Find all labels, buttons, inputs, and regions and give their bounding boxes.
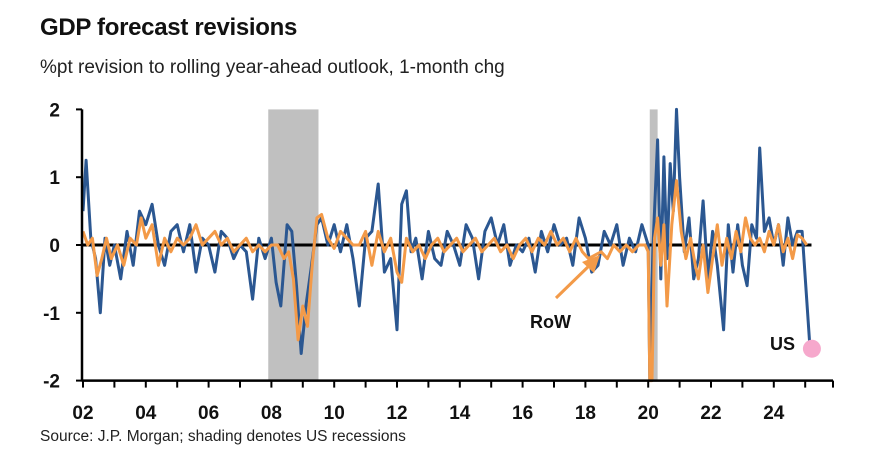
x-tick-label: 02: [72, 403, 93, 424]
y-tick-label: -1: [43, 304, 60, 325]
us-endpoint-marker: [802, 339, 821, 358]
x-tick-label: 16: [512, 403, 533, 424]
row-arrow-head: [582, 255, 600, 273]
y-tick-label: 2: [49, 100, 60, 121]
row-label: RoW: [530, 312, 571, 332]
x-tick-label: 14: [449, 403, 471, 424]
chart-title: GDP forecast revisions: [40, 14, 298, 41]
series-line-row: [81, 179, 809, 383]
x-tick-label: 18: [575, 403, 596, 424]
us-label: US: [770, 334, 795, 354]
row-arrow-shaft: [554, 261, 594, 300]
y-tick-label: 1: [49, 168, 60, 189]
y-tick-label: 0: [49, 236, 60, 257]
x-tick-label: 08: [261, 403, 282, 424]
x-tick-label: 10: [324, 403, 345, 424]
x-tick-label: 12: [386, 403, 407, 424]
x-tick-label: 24: [763, 403, 785, 424]
y-tick-label: -2: [43, 372, 60, 393]
series-line-us: [81, 107, 812, 383]
x-tick-label: 06: [198, 403, 219, 424]
chart-subtitle: %pt revision to rolling year-ahead outlo…: [40, 57, 505, 78]
x-tick-label: 20: [638, 403, 659, 424]
x-tick-label: 04: [135, 403, 157, 424]
x-tick-label: 22: [700, 403, 721, 424]
chart-source: Source: J.P. Morgan; shading denotes US …: [40, 428, 406, 445]
